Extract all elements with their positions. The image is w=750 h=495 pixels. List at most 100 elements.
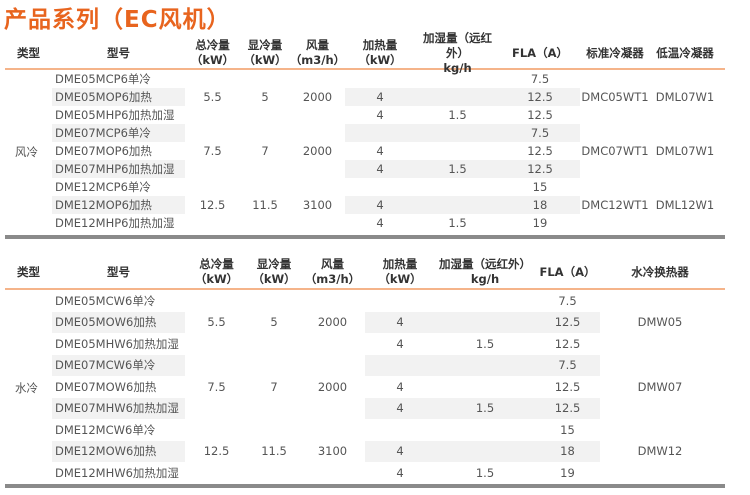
sensible-cell	[248, 462, 300, 484]
airflow-cell	[290, 106, 345, 124]
fla-cell: 7.5	[530, 72, 550, 86]
sensible-cell: 11.5	[261, 444, 287, 459]
heat-cell: 4	[365, 440, 435, 462]
total-cell	[185, 214, 240, 232]
model-cell: DME12MCP6单冷	[55, 180, 151, 194]
model-cell: DME05MCP6单冷	[55, 72, 151, 86]
heat-cell	[345, 124, 415, 142]
heat-cell: 4	[345, 160, 415, 178]
sensible-cell: 7	[261, 144, 269, 158]
airflow-cell	[290, 214, 345, 232]
low_condenser-cell	[650, 214, 720, 232]
table-row: DME07MHP6加热加湿 4 1.5 12.5	[5, 160, 725, 178]
low_condenser-cell: DML07W1	[655, 90, 715, 104]
humid-cell	[415, 124, 500, 142]
humid-cell: 1.5	[448, 108, 467, 122]
table-row: DME12MOW6加热 12.5 11.5 3100 4 18 DMW12	[5, 440, 725, 462]
humid-cell	[435, 440, 535, 462]
fla-cell: 7.5	[535, 354, 600, 376]
low_condenser-cell	[650, 124, 720, 142]
low_condenser-cell	[650, 178, 720, 196]
fla-cell: 12.5	[500, 160, 580, 178]
std_condenser-cell	[580, 124, 650, 142]
table-row: DME12MCW6单冷 15	[5, 419, 725, 441]
total-cell	[185, 419, 248, 441]
heat-cell	[345, 178, 415, 196]
model-cell: DME05MHW6加热加湿	[55, 336, 179, 351]
humid-cell: 1.5	[448, 216, 467, 230]
low_condenser-cell	[650, 70, 720, 88]
sensible-cell	[240, 124, 290, 142]
total-cell: 12.5	[203, 444, 230, 459]
model-cell: DME12MHW6加热加湿	[55, 465, 179, 480]
airflow-cell	[300, 290, 365, 312]
column-header: 标准冷凝器	[586, 45, 644, 60]
column-header: 总冷量 （kW）	[194, 257, 239, 286]
table-divider	[5, 484, 725, 488]
sensible-cell	[240, 160, 290, 178]
heat-cell: 4	[365, 311, 435, 333]
total-cell	[185, 333, 248, 355]
std_condenser-cell	[580, 70, 650, 88]
fla-cell: 12.5	[535, 397, 600, 419]
exchanger-cell	[600, 355, 720, 377]
model-cell: DME07MOW6加热	[55, 379, 157, 394]
table-row: DME07MCW6单冷 7.5	[5, 354, 725, 377]
std_condenser-cell: DMC05WT1	[581, 90, 649, 104]
type-cell: 水冷	[15, 380, 38, 395]
sensible-cell: 11.5	[252, 198, 278, 212]
table-divider	[5, 235, 725, 239]
std_condenser-cell	[580, 178, 650, 196]
table-row: DME07MHW6加热加湿 4 1.5 12.5	[5, 397, 725, 420]
sensible-cell	[240, 106, 290, 124]
fla-cell: 12.5	[554, 336, 581, 351]
fla-cell: 18	[535, 440, 600, 462]
humid-cell: 1.5	[475, 465, 495, 480]
fla-cell: 7.5	[500, 124, 580, 142]
air-cooled-table: 类型 型号 总冷量 （kW） 显冷量 （kW） 风量 （m3/h） 加热量 （kW） 加湿量…	[5, 31, 725, 232]
total-cell: 7.5	[207, 379, 226, 394]
table-header: 类型 型号 总冷量 （kW） 显冷量 （kW） 风量 （m3/h） 加热量 （kW） 加湿量…	[5, 31, 725, 75]
exchanger-cell	[600, 333, 720, 355]
table-row: DME12MHP6加热加湿 4 1.5 19	[5, 214, 725, 232]
fla-cell: 12.5	[527, 108, 553, 122]
airflow-cell: 2000	[302, 90, 333, 104]
column-header: 水冷换热器	[631, 264, 689, 279]
column-header: 显冷量 （kW）	[243, 38, 287, 67]
table-row: DME07MOP6加热 7.5 7 2000 4 12.5 DMC07WT1 DML07W1 风…	[5, 142, 725, 160]
low_condenser-cell	[650, 106, 720, 124]
fla-cell: 12.5	[527, 144, 553, 158]
airflow-cell: 3100	[317, 444, 348, 459]
model-cell: DME12MOW6加热	[52, 440, 185, 462]
heat-cell: 4	[396, 465, 404, 480]
airflow-cell	[290, 160, 345, 178]
total-cell	[185, 178, 240, 196]
exchanger-cell	[600, 398, 720, 420]
sensible-cell: 5	[270, 315, 278, 330]
airflow-cell: 2000	[302, 144, 333, 158]
std_condenser-cell	[580, 106, 650, 124]
model-cell: DME12MHP6加热加湿	[55, 216, 175, 230]
column-header: 加湿量（远红外） kg/h	[439, 257, 531, 286]
exchanger-cell	[600, 419, 720, 441]
sensible-cell	[248, 355, 300, 377]
table-header: 类型 型号 总冷量 （kW） 显冷量 （kW） 风量 （m3/h） 加热量 （kW） 加湿量…	[5, 254, 725, 290]
model-cell: DME07MHP6加热加湿	[52, 160, 185, 178]
model-cell: DME05MHP6加热加湿	[55, 108, 175, 122]
std_condenser-cell	[580, 214, 650, 232]
humid-cell	[415, 88, 500, 106]
airflow-cell	[290, 178, 345, 196]
column-header: 型号	[107, 264, 130, 279]
total-cell	[185, 462, 248, 484]
column-header: 总冷量 （kW）	[190, 38, 235, 67]
model-cell: DME07MCP6单冷	[52, 124, 185, 142]
exchanger-cell: DMW05	[637, 315, 683, 330]
humid-cell	[415, 178, 500, 196]
column-header: 风量 （m3/h）	[304, 257, 361, 286]
humid-cell	[415, 196, 500, 214]
std_condenser-cell: DMC12WT1	[581, 198, 649, 212]
humid-cell	[415, 70, 500, 88]
model-cell: DME05MOW6加热	[52, 311, 185, 333]
column-header: FLA（A）	[512, 45, 568, 60]
column-header: 类型	[17, 45, 40, 60]
